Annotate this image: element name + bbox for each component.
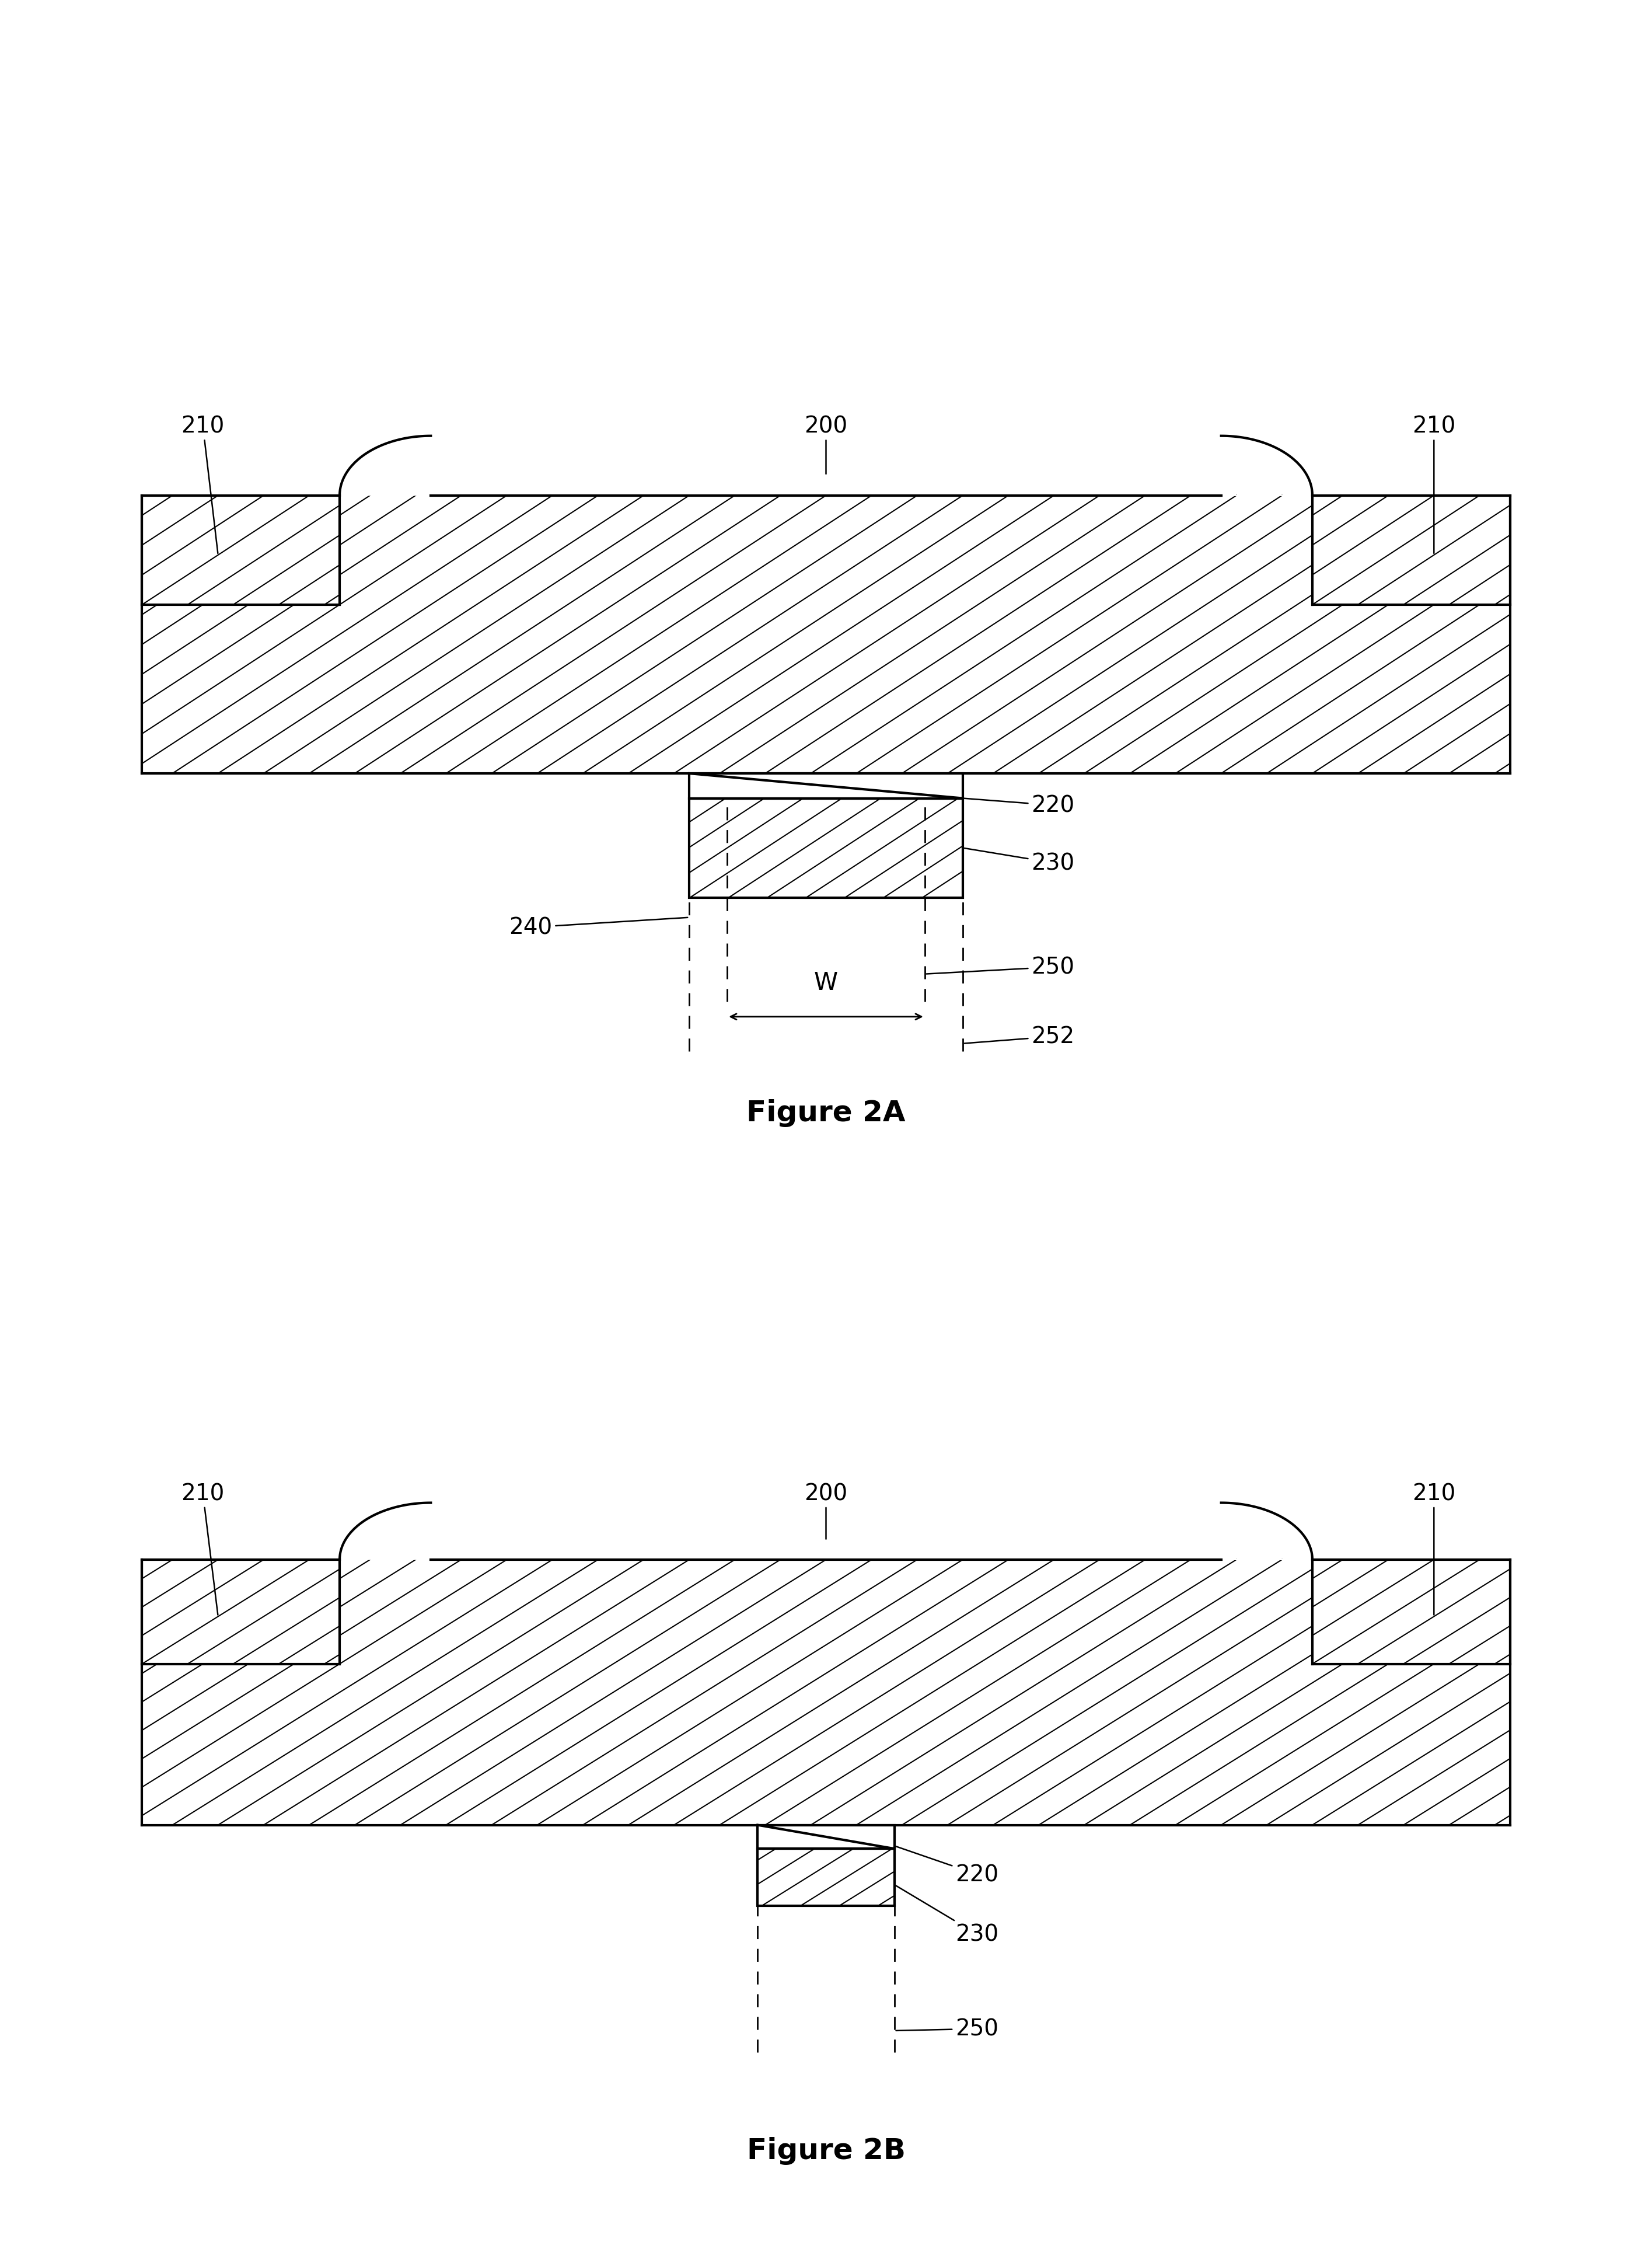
Bar <box>142 496 340 605</box>
Text: 200: 200 <box>805 415 847 474</box>
Text: 220: 220 <box>965 794 1074 817</box>
Bar <box>1312 496 1510 605</box>
Text: 210: 210 <box>1412 1482 1455 1615</box>
Text: 220: 220 <box>895 1845 998 1886</box>
Text: 250: 250 <box>927 957 1074 979</box>
Bar <box>689 774 963 799</box>
Polygon shape <box>340 435 431 496</box>
Bar <box>758 1825 894 1850</box>
Bar <box>142 1559 1510 1825</box>
Bar <box>1312 1559 1510 1665</box>
Bar <box>142 1559 340 1665</box>
Text: 240: 240 <box>509 916 687 938</box>
Text: 200: 200 <box>805 1482 847 1539</box>
Bar <box>758 1825 894 1850</box>
Text: Figure 2A: Figure 2A <box>747 1099 905 1126</box>
Text: 210: 210 <box>182 1482 225 1615</box>
Text: 252: 252 <box>965 1026 1074 1049</box>
Bar <box>758 1850 894 1906</box>
Text: W: W <box>814 970 838 995</box>
Polygon shape <box>1221 435 1312 496</box>
Bar <box>689 799 963 898</box>
Polygon shape <box>1221 1502 1312 1559</box>
Text: 210: 210 <box>1412 415 1455 553</box>
Text: 210: 210 <box>182 415 225 553</box>
Bar <box>758 1850 894 1906</box>
Bar <box>142 496 1510 774</box>
Bar <box>689 799 963 898</box>
Text: 230: 230 <box>965 848 1074 875</box>
Text: 230: 230 <box>895 1886 998 1945</box>
Text: Figure 2B: Figure 2B <box>747 2136 905 2164</box>
Polygon shape <box>340 1502 431 1559</box>
Text: 250: 250 <box>895 2017 998 2039</box>
Bar <box>689 774 963 799</box>
